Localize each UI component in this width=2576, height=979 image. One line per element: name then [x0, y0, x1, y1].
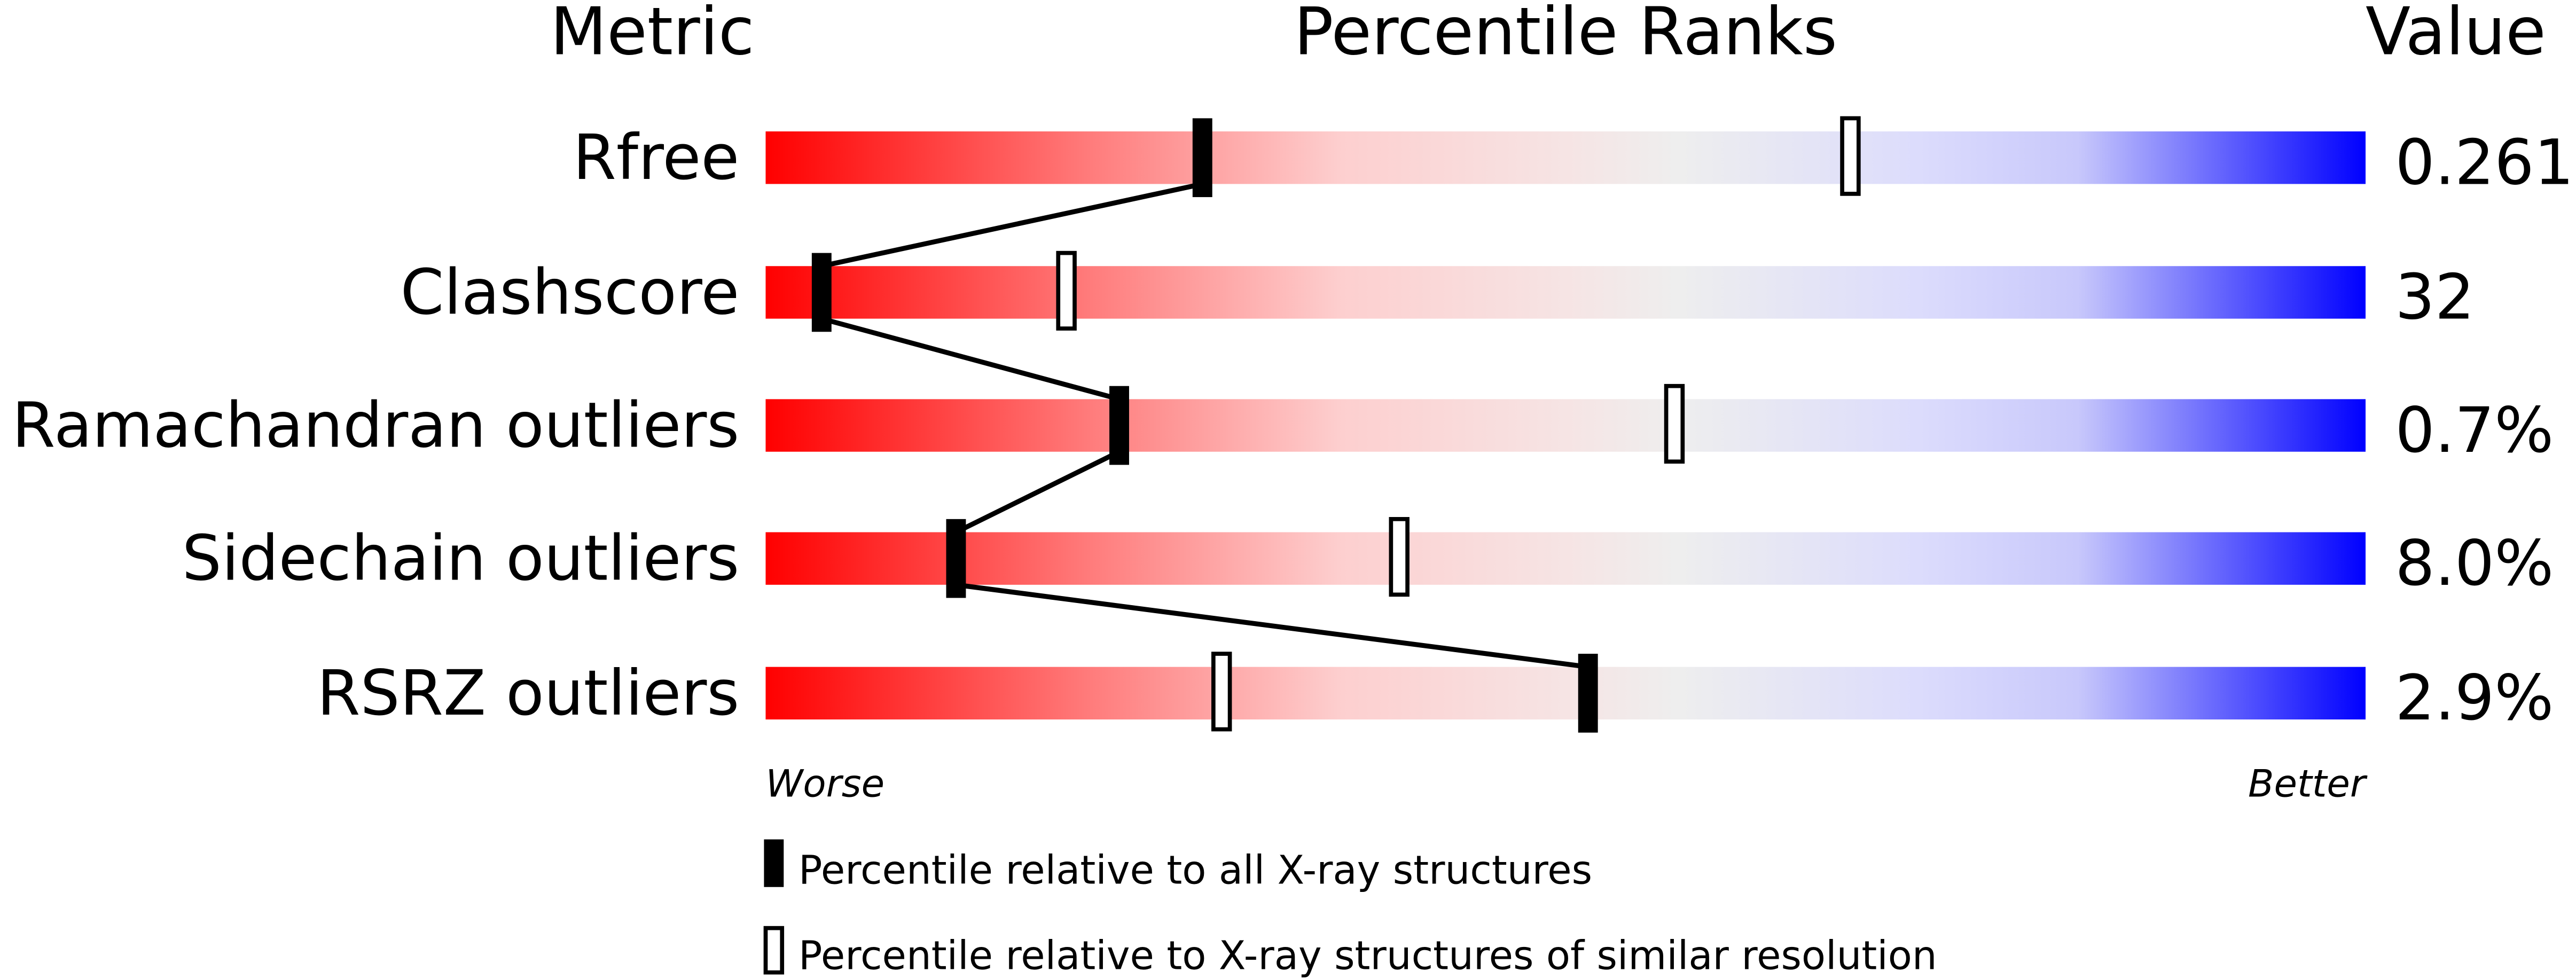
header-value: Value: [2366, 0, 2546, 70]
marker-similar-resolution: [1389, 517, 1410, 597]
header-percentile-ranks: Percentile Ranks: [1294, 0, 1837, 70]
metric-label: Ramachandran outliers: [12, 389, 739, 462]
metric-value: 2.9%: [2395, 662, 2554, 734]
metric-label: Clashscore: [401, 256, 740, 328]
marker-similar-resolution: [1840, 116, 1861, 196]
marker-similar-resolution: [1664, 383, 1685, 464]
connector-line: [821, 181, 1203, 269]
legend-filled-label: Percentile relative to all X-ray structu…: [798, 848, 1592, 894]
marker-similar-resolution: [1056, 250, 1077, 331]
metric-value: 32: [2395, 261, 2475, 334]
marker-all-structures: [1109, 386, 1129, 465]
metric-value: 8.0%: [2395, 527, 2554, 600]
metric-label: Rfree: [573, 121, 740, 194]
metric-label: RSRZ outliers: [317, 657, 739, 730]
metric-value: 0.261: [2395, 126, 2574, 199]
connector-line: [821, 316, 1120, 402]
percentile-bar: [765, 667, 2366, 720]
axis-better-label: Better: [2248, 762, 2368, 806]
marker-all-structures: [1578, 654, 1598, 733]
percentile-bar: [765, 532, 2366, 585]
legend-filled-marker: [764, 839, 784, 887]
connector-line: [956, 582, 1588, 670]
marker-all-structures: [946, 519, 966, 598]
metric-value: 0.7%: [2395, 394, 2554, 467]
legend-open-marker: [763, 926, 785, 975]
connector-line: [954, 449, 1121, 535]
marker-all-structures: [811, 253, 832, 332]
axis-worse-label: Worse: [765, 762, 884, 806]
metric-label: Sidechain outliers: [182, 522, 739, 595]
marker-all-structures: [1192, 118, 1212, 198]
percentile-bar: [765, 266, 2366, 319]
percentile-bar: [765, 399, 2366, 452]
percentile-bar: [765, 131, 2366, 184]
marker-similar-resolution: [1211, 652, 1232, 732]
header-metric: Metric: [550, 0, 754, 70]
legend-open-label: Percentile relative to X-ray structures …: [798, 933, 1937, 979]
